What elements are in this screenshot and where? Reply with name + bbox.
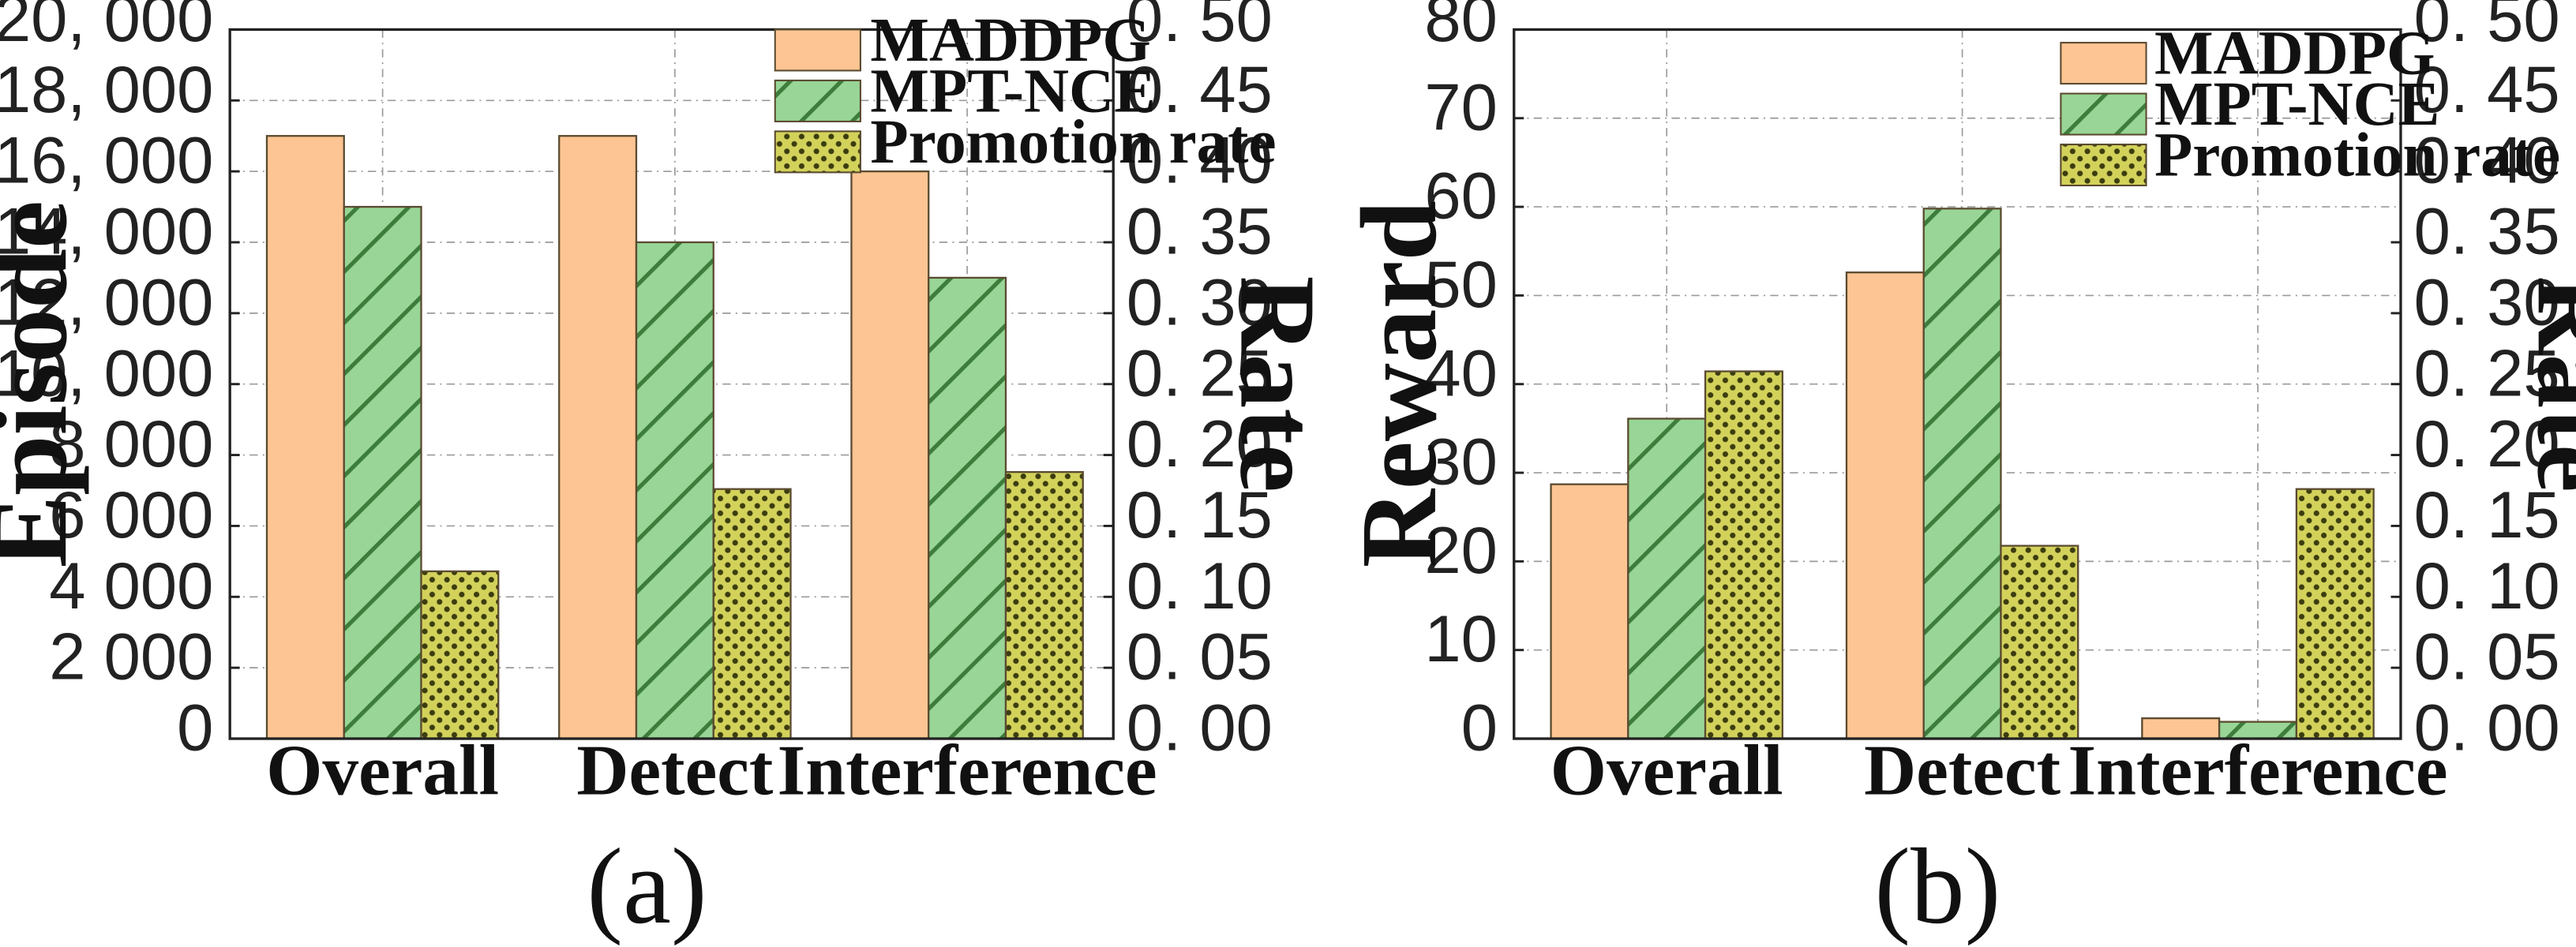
ytick-right-label: 0. 05 <box>1127 620 1273 694</box>
legend-label: Promotion rate <box>870 108 1276 177</box>
legend-label: Promotion rate <box>2154 122 2560 190</box>
ytick-right-label: 0. 35 <box>2414 195 2560 268</box>
category-label: Detect <box>576 730 773 810</box>
bar-promotion-rate-detect <box>2000 545 2079 740</box>
legend-swatch <box>774 130 861 174</box>
legend-label: MADDPG <box>870 6 1151 75</box>
bar-promotion-rate-overall <box>420 570 500 740</box>
y-axis-right-title: Rate <box>2515 276 2576 492</box>
bar-mpt-nce-detect <box>1922 208 2002 740</box>
legend-swatch <box>2060 143 2147 187</box>
ytick-right-label: 0. 05 <box>2414 620 2560 694</box>
ytick-right-label: 0. 00 <box>2414 691 2560 765</box>
legend-swatch <box>2060 92 2147 136</box>
bar-promotion-rate-detect <box>712 488 792 740</box>
ytick-right-label: 0. 35 <box>1127 195 1273 268</box>
ytick-left-label: 16, 000 <box>0 124 213 197</box>
ytick-right-label: 0. 50 <box>1127 0 1273 55</box>
category-label: Interference <box>2068 730 2447 810</box>
bar-promotion-rate-interference <box>2295 488 2375 740</box>
ytick-left-label: 70 <box>1424 70 1498 144</box>
ytick-right-label: 0. 30 <box>2414 265 2560 339</box>
ytick-left-label: 18, 000 <box>0 53 213 126</box>
ytick-right-label: 0. 15 <box>2414 478 2560 552</box>
ytick-right-label: 0. 45 <box>2414 53 2560 126</box>
ytick-left-label: 12, 000 <box>0 265 213 339</box>
category-label: Overall <box>266 730 499 810</box>
ytick-right-label: 0. 25 <box>2414 336 2560 410</box>
bar-promotion-rate-interference <box>1004 470 1084 740</box>
bar-maddpg-detect <box>1845 271 1925 740</box>
ytick-right-label: 0. 00 <box>1127 691 1273 765</box>
bar-maddpg-overall <box>1550 483 1629 740</box>
bar-promotion-rate-overall <box>1704 370 1783 740</box>
ytick-right-label: 0. 50 <box>2414 0 2560 55</box>
bar-mpt-nce-overall <box>343 205 422 740</box>
ytick-left-label: 30 <box>1424 425 1498 499</box>
ytick-right-label: 0. 40 <box>1127 124 1273 197</box>
ytick-right-label: 0. 25 <box>1127 336 1273 410</box>
ytick-right-label: 0. 40 <box>2414 124 2560 197</box>
legend-swatch <box>2060 42 2147 85</box>
ytick-left-label: 6 000 <box>49 478 213 552</box>
legend-swatch <box>774 28 861 72</box>
ytick-left-label: 0 <box>1461 691 1498 765</box>
ytick-left-label: 20 <box>1424 514 1498 587</box>
bar-maddpg-overall <box>265 135 345 740</box>
ytick-left-label: 20, 000 <box>0 0 213 55</box>
ytick-left-label: 14, 000 <box>0 195 213 268</box>
bar-mpt-nce-interference <box>928 276 1007 740</box>
category-label: Overall <box>1550 730 1783 810</box>
ytick-left-label: 2 000 <box>49 620 213 694</box>
ytick-left-label: 8 000 <box>49 407 213 481</box>
ytick-right-label: 0. 20 <box>1127 407 1273 481</box>
y-axis-title: Reward <box>1339 200 1459 567</box>
legend-label: MADDPG <box>2154 20 2435 88</box>
bar-maddpg-detect <box>558 135 638 740</box>
bar-maddpg-interference <box>850 170 930 740</box>
legend-label: MPT-NCE <box>2154 70 2439 139</box>
y-axis-title: Episode <box>0 200 89 567</box>
ytick-right-label: 0. 20 <box>2414 407 2560 481</box>
legend-label: MPT-NCE <box>870 57 1155 125</box>
category-label: Detect <box>1864 730 2060 810</box>
ytick-right-label: 0. 30 <box>1127 265 1273 339</box>
panel-label: (b) <box>1874 826 2000 946</box>
ytick-left-label: 10 <box>1424 602 1498 676</box>
ytick-left-label: 10, 000 <box>0 336 213 410</box>
ytick-left-label: 60 <box>1424 159 1498 233</box>
panel-label: (a) <box>587 826 707 946</box>
ytick-left-label: 4 000 <box>49 549 213 623</box>
ytick-left-label: 80 <box>1424 0 1498 55</box>
category-label: Interference <box>778 730 1157 810</box>
ytick-right-label: 0. 10 <box>1127 549 1273 623</box>
ytick-left-label: 50 <box>1424 248 1498 321</box>
ytick-right-label: 0. 45 <box>1127 53 1273 126</box>
bar-mpt-nce-detect <box>635 241 714 740</box>
ytick-right-label: 0. 10 <box>2414 549 2560 623</box>
ytick-right-label: 0. 15 <box>1127 478 1273 552</box>
legend-swatch <box>774 79 861 122</box>
y-axis-right-title: Rate <box>1217 276 1337 492</box>
ytick-left-label: 40 <box>1424 336 1498 410</box>
bar-mpt-nce-overall <box>1627 417 1707 740</box>
ytick-left-label: 0 <box>177 691 213 765</box>
